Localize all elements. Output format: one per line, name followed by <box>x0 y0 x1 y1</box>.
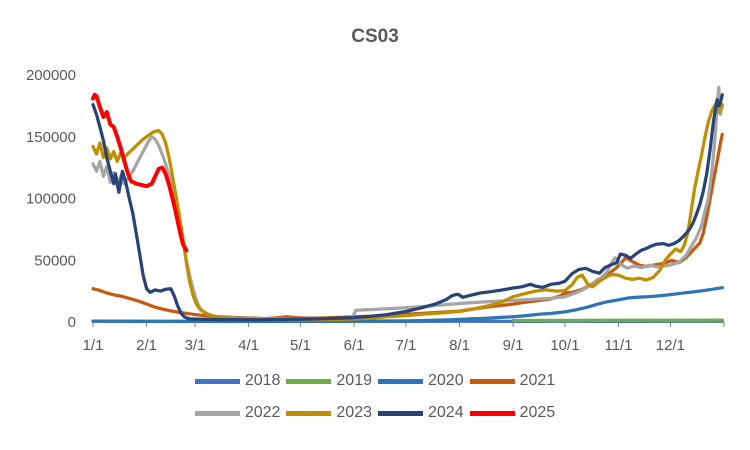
legend-label-2022: 2022 <box>244 404 281 421</box>
legend-swatch-2019 <box>286 378 332 384</box>
chart-legend: 2018 2019 2020 2021 2022 2023 2024 2025 <box>0 372 750 436</box>
x-tick-label: 8/1 <box>449 337 470 354</box>
legend-row-1: 2018 2019 2020 2021 <box>0 372 750 390</box>
legend-swatch-2022 <box>194 410 240 416</box>
x-tick-label: 1/1 <box>83 337 104 354</box>
x-tick-label: 5/1 <box>290 337 311 354</box>
x-tick-label: 6/1 <box>344 337 365 354</box>
series-line-2021 <box>91 132 724 321</box>
legend-swatch-2025 <box>469 410 515 416</box>
legend-item-2024: 2024 <box>378 404 464 422</box>
legend-item-2022: 2022 <box>194 404 281 422</box>
series-line-2025 <box>91 92 189 253</box>
x-tick-label: 12/1 <box>656 337 685 354</box>
x-tick-label: 11/1 <box>604 337 632 354</box>
x-tick-label: 9/1 <box>503 337 524 354</box>
x-tick-label: 7/1 <box>395 337 416 354</box>
legend-row-2: 2022 2023 2024 2025 <box>0 404 750 422</box>
y-tick-label: 100000 <box>26 191 76 208</box>
legend-swatch-2018 <box>194 378 240 384</box>
x-tick-label: 4/1 <box>238 337 259 354</box>
legend-item-2018: 2018 <box>194 372 281 390</box>
legend-label-2023: 2023 <box>336 404 372 421</box>
legend-label-2018: 2018 <box>244 372 281 389</box>
legend-item-2021: 2021 <box>469 372 556 390</box>
series-line-2022 <box>91 85 724 321</box>
legend-item-2025: 2025 <box>469 404 556 422</box>
y-tick-label: 200000 <box>26 67 76 84</box>
series-line-2020 <box>91 286 724 324</box>
legend-swatch-2023 <box>286 410 332 416</box>
chart-title: CS03 <box>351 26 399 47</box>
legend-label-2019: 2019 <box>336 372 372 389</box>
legend-swatch-2024 <box>378 410 423 416</box>
y-tick-label: 50000 <box>34 252 76 269</box>
series-line-2023 <box>91 102 724 322</box>
legend-swatch-2021 <box>469 378 515 384</box>
x-tick-label: 10/1 <box>550 337 579 354</box>
x-tick-label: 2/1 <box>136 337 157 354</box>
legend-label-2021: 2021 <box>519 372 556 389</box>
legend-swatch-2020 <box>378 378 423 384</box>
x-tick-label: 3/1 <box>185 337 206 354</box>
y-tick-label: 0 <box>68 314 76 331</box>
legend-label-2025: 2025 <box>519 404 556 421</box>
legend-item-2023: 2023 <box>286 404 372 422</box>
series-line-2024 <box>91 93 724 322</box>
legend-label-2024: 2024 <box>428 404 464 421</box>
legend-item-2020: 2020 <box>378 372 464 390</box>
y-tick-label: 150000 <box>26 129 76 146</box>
legend-label-2020: 2020 <box>428 372 464 389</box>
legend-item-2019: 2019 <box>286 372 372 390</box>
